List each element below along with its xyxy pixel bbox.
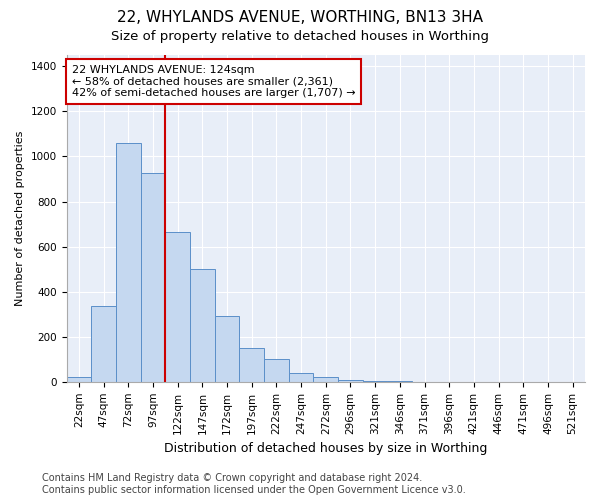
Y-axis label: Number of detached properties: Number of detached properties [15,130,25,306]
Bar [91,306,116,382]
Bar [313,378,338,382]
Bar [289,373,313,382]
Bar [190,269,215,382]
Bar [338,380,363,382]
Bar [239,348,264,382]
Bar [67,378,91,382]
Bar [363,380,388,382]
Bar [140,174,165,382]
X-axis label: Distribution of detached houses by size in Worthing: Distribution of detached houses by size … [164,442,487,455]
Text: Size of property relative to detached houses in Worthing: Size of property relative to detached ho… [111,30,489,43]
Bar [215,316,239,382]
Text: Contains HM Land Registry data © Crown copyright and database right 2024.
Contai: Contains HM Land Registry data © Crown c… [42,474,466,495]
Text: 22, WHYLANDS AVENUE, WORTHING, BN13 3HA: 22, WHYLANDS AVENUE, WORTHING, BN13 3HA [117,10,483,25]
Text: 22 WHYLANDS AVENUE: 124sqm
← 58% of detached houses are smaller (2,361)
42% of s: 22 WHYLANDS AVENUE: 124sqm ← 58% of deta… [72,65,355,98]
Bar [264,360,289,382]
Bar [116,143,140,382]
Bar [165,232,190,382]
